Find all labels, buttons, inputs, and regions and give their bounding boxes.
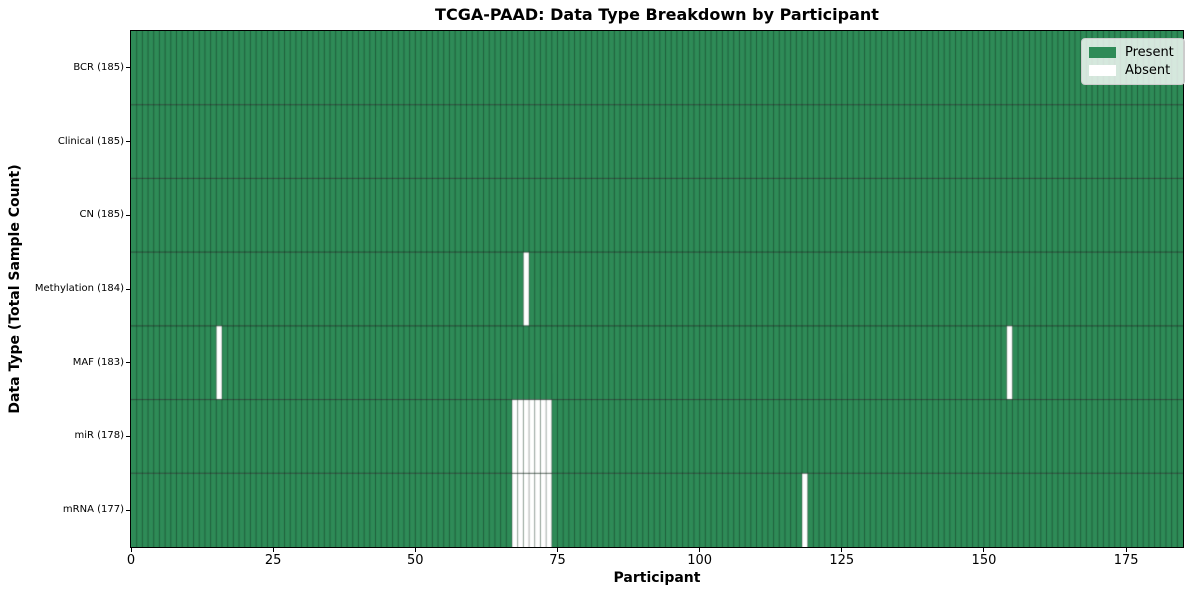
legend: Present Absent	[1081, 38, 1185, 85]
x-axis-label: Participant	[613, 570, 701, 586]
x-tick	[130, 548, 132, 552]
legend-label-absent: Absent	[1125, 63, 1171, 78]
y-tick	[126, 509, 131, 511]
x-tick-label: 150	[971, 553, 997, 568]
absent-swatch	[1089, 65, 1116, 76]
present-swatch	[1089, 47, 1116, 58]
row-label-mrna: mRNA (177)	[62, 504, 124, 516]
x-tick-label: 100	[687, 553, 713, 568]
x-tick	[272, 548, 274, 552]
legend-item-absent: Absent	[1089, 63, 1174, 78]
row-label-cn: CN (185)	[79, 209, 124, 221]
row-label-methylation: Methylation (184)	[34, 283, 124, 294]
plot-area	[130, 30, 1184, 548]
heatmap-canvas	[131, 31, 1183, 547]
y-tick	[126, 288, 131, 290]
x-tick-label: 0	[126, 553, 136, 568]
x-tick-label: 125	[829, 553, 855, 568]
x-tick	[556, 548, 558, 552]
x-tick-label: 175	[1113, 553, 1139, 568]
row-label-bcr: BCR (185)	[73, 61, 124, 73]
x-tick-label: 25	[264, 553, 282, 568]
legend-label-present: Present	[1125, 45, 1174, 60]
x-tick	[983, 548, 985, 552]
x-tick-label: 75	[549, 553, 566, 568]
y-tick	[126, 214, 131, 216]
x-tick-label: 50	[407, 553, 424, 568]
x-tick	[699, 548, 701, 552]
row-label-clinical: Clinical (185)	[57, 135, 124, 147]
y-tick	[126, 141, 131, 143]
x-tick	[841, 548, 843, 552]
y-tick	[126, 67, 131, 69]
chart-title: TCGA-PAAD: Data Type Breakdown by Partic…	[435, 5, 879, 24]
x-tick	[414, 548, 416, 552]
row-label-mir: miR (178)	[74, 430, 124, 442]
row-label-maf: MAF (183)	[72, 356, 124, 368]
legend-item-present: Present	[1089, 45, 1174, 60]
y-tick	[126, 362, 131, 364]
y-tick	[126, 435, 131, 437]
x-tick	[1125, 548, 1127, 552]
